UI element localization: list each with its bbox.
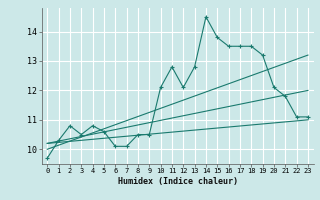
X-axis label: Humidex (Indice chaleur): Humidex (Indice chaleur) — [118, 177, 237, 186]
